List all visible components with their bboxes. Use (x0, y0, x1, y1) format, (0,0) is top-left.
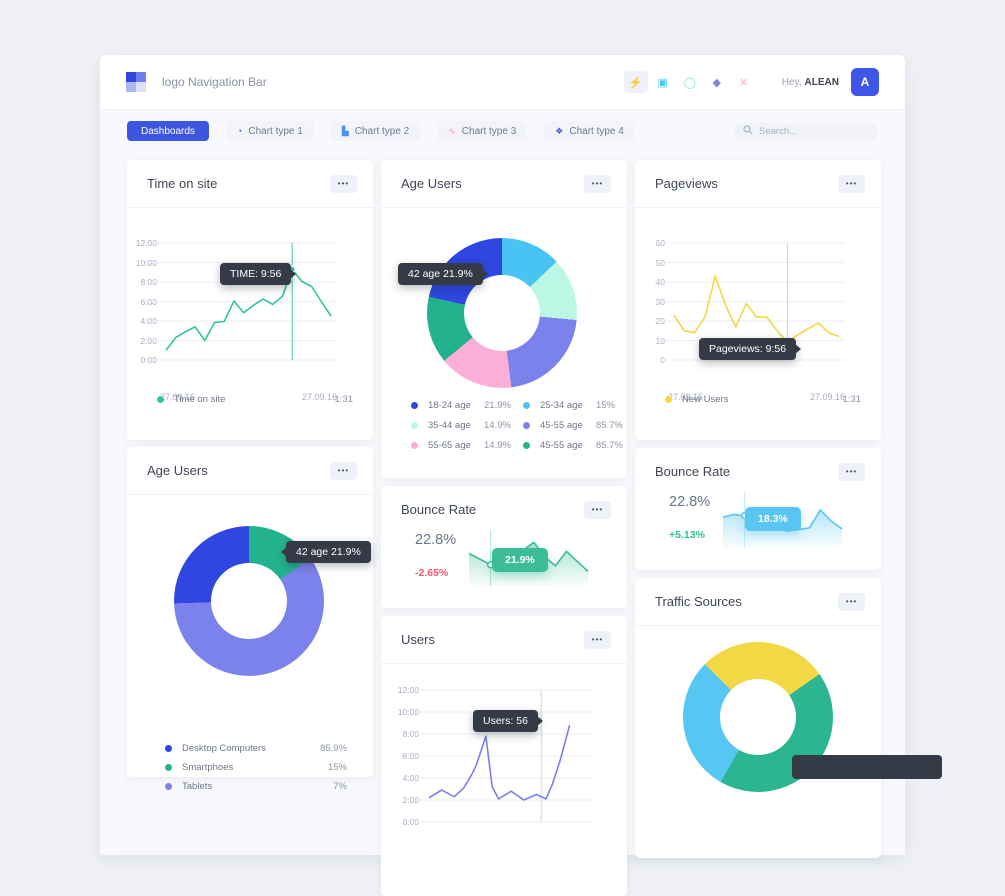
chart-legend: 18-24 age 21.9% 25-34 age 15% 35-44 age 14.9%… (411, 400, 623, 451)
card-title: Age Users (401, 176, 462, 191)
more-menu-button[interactable]: ••• (330, 174, 357, 193)
x-axis-labels: 27.09.16 27.09.16 (160, 392, 337, 402)
legend-item: Smartphoes 15% (165, 762, 347, 773)
chart-type-button[interactable]: ∿ Chart type 3 (437, 121, 528, 141)
users-card: Users ••• 12:00 10:00 8:00 6:00 4:00 2:00 0:00… (381, 616, 627, 896)
bounce-rate-card-2: Bounce Rate ••• 22.8% +5.13% 18.3% (635, 448, 881, 570)
legend-item: 45-55 age 85.7% (522, 440, 623, 451)
chart-tooltip: 21.9% (492, 548, 548, 572)
chart-type-button[interactable]: ❖ Chart type 4 (544, 121, 635, 141)
donut-hole (211, 563, 287, 639)
username: ALEAN (804, 76, 839, 88)
bounce-rate-value: 22.8% (415, 532, 457, 548)
gallery-icon[interactable]: ▣ (657, 76, 668, 89)
traffic-sources-card: Traffic Sources ••• (635, 578, 942, 858)
card-header: Users ••• (381, 616, 627, 664)
card-title: Age Users (147, 463, 208, 478)
scatter-chart-icon: ❖ (555, 125, 564, 136)
search-icon (743, 125, 753, 135)
chart-tooltip: 18.3% (745, 507, 801, 531)
navigation-bar: logo Navigation Bar ⚡ ▣ ◯ ◆ ✕ Hey, ALEAN A (100, 55, 905, 110)
bar-chart-icon: ▙ (341, 125, 349, 136)
card-title: Bounce Rate (401, 502, 477, 517)
chart-legend: New Users 1:31 (665, 394, 861, 405)
toolbar: Dashboards ◔ Chart type 1 ▙ Chart type 2 ∿ Ch… (100, 110, 905, 141)
legend-item: 25-34 age 15% (522, 400, 623, 411)
logo-title: logo Navigation Bar (162, 75, 267, 89)
avatar[interactable]: A (851, 68, 879, 96)
card-title: Traffic Sources (655, 594, 742, 609)
bounce-rate-card: Bounce Rate ••• 22.8% -2.65% 21.9% (381, 486, 627, 608)
x-axis-labels: 27.09.16 27.09.16 (668, 392, 845, 402)
legend-item: 35-44 age 14.9% (411, 420, 511, 431)
chart-type-button[interactable]: ◔ Chart type 1 (225, 121, 314, 141)
bounce-rate-delta: -2.65% (415, 567, 449, 579)
legend-item: 55-65 age 14.9% (411, 440, 511, 451)
search-box (735, 121, 877, 141)
card-header: Time on site ••• (127, 160, 373, 208)
more-menu-button[interactable]: ••• (584, 630, 611, 649)
card-header: Bounce Rate ••• (635, 448, 881, 495)
bounce-rate-value: 22.8% (669, 494, 711, 510)
chart-legend: Desktop Computers 85.9% Smartphoes 15% Table… (165, 743, 347, 792)
age-users-devices-card: Age Users ••• 42 age 21.9% Desktop Compu… (127, 447, 373, 792)
donut-hole (464, 275, 540, 351)
navbar-right: ⚡ ▣ ◯ ◆ ✕ Hey, ALEAN A (623, 68, 879, 96)
search-input[interactable] (735, 122, 877, 141)
chart-legend: Time on site 1:31 (157, 394, 353, 405)
donut-hole (720, 679, 796, 755)
age-users-card: Age Users ••• 42 age 21.9% 18-24 age 21.9… (381, 160, 627, 478)
donut-chart-icon: ◔ (236, 126, 243, 136)
card-header: Pageviews ••• (635, 160, 881, 208)
card-title: Users (401, 632, 435, 647)
legend-item: Tablets 7% (165, 781, 347, 792)
more-menu-button[interactable]: ••• (838, 462, 865, 481)
age-users-donut-chart (427, 238, 577, 388)
chart-tooltip: Users: 56 (473, 710, 543, 732)
greeting-text: Hey, (781, 76, 802, 88)
card-header: Bounce Rate ••• (381, 486, 627, 533)
chart-tooltip: Pageviews: 9:56 (699, 338, 802, 360)
legend-item: Time on site 1:31 (157, 394, 353, 405)
scissors-icon[interactable]: ✕ (739, 76, 749, 89)
dashboards-button[interactable]: Dashboards (127, 121, 209, 141)
bolt-icon[interactable]: ⚡ (623, 71, 648, 93)
pageviews-card: Pageviews ••• 60 50 40 30 20 10 0 Pageviews: 9… (635, 160, 881, 440)
chart-type-button[interactable]: ▙ Chart type 2 (330, 121, 421, 141)
circle-icon[interactable]: ◯ (683, 76, 696, 89)
chart-tooltip: 42 age 21.9% (281, 541, 371, 563)
navbar-icon-group: ⚡ ▣ ◯ ◆ ✕ (623, 71, 756, 93)
legend-item: 18-24 age 21.9% (411, 400, 511, 411)
card-header: Age Users ••• (127, 447, 373, 495)
card-title: Time on site (147, 176, 218, 191)
time-on-site-card: Time on site ••• 12:00 10:00 8:00 6:00 4:00 2… (127, 160, 373, 440)
shield-icon[interactable]: ◆ (712, 76, 721, 89)
time-on-site-chart (146, 242, 337, 361)
line-chart-icon: ∿ (448, 125, 456, 136)
logo (126, 72, 146, 92)
more-menu-button[interactable]: ••• (584, 500, 611, 519)
chart-tooltip: 42 age 21.9% (398, 263, 488, 285)
more-menu-button[interactable]: ••• (838, 174, 865, 193)
more-menu-button[interactable]: ••• (330, 461, 357, 480)
chart-type-buttons: ◔ Chart type 1 ▙ Chart type 2 ∿ Chart type 3 ❖… (225, 121, 635, 141)
card-header: Traffic Sources ••• (635, 578, 881, 626)
card-title: Pageviews (655, 176, 718, 191)
card-header: Age Users ••• (381, 160, 627, 208)
legend-item: Desktop Computers 85.9% (165, 743, 347, 754)
more-menu-button[interactable]: ••• (584, 174, 611, 193)
legend-item: New Users 1:31 (665, 394, 861, 405)
chart-tooltip: TIME: 9:56 (220, 263, 297, 285)
main-panel: logo Navigation Bar ⚡ ▣ ◯ ◆ ✕ Hey, ALEAN A D… (100, 55, 942, 896)
legend-item: 45-55 age 85.7% (522, 420, 623, 431)
more-menu-button[interactable]: ••• (838, 592, 865, 611)
bounce-rate-delta: +5.13% (669, 529, 705, 541)
card-title: Bounce Rate (655, 464, 731, 479)
